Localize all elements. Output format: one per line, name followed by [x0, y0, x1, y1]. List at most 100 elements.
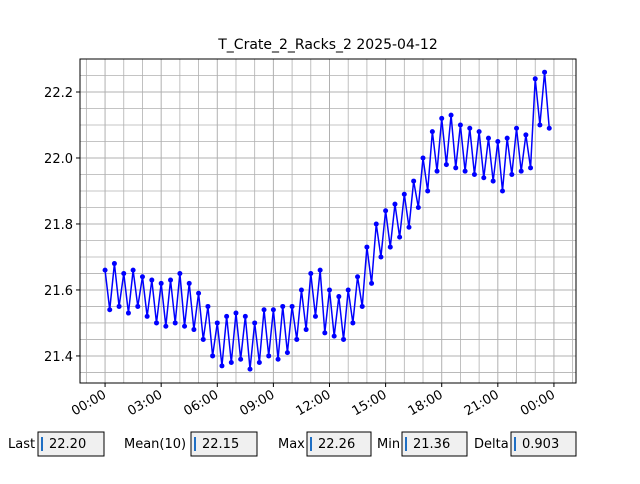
stat-field: 22.26: [306, 431, 372, 457]
point: [205, 303, 211, 309]
point: [242, 313, 248, 319]
point: [308, 270, 314, 276]
point: [298, 287, 304, 293]
point: [312, 313, 318, 319]
point: [425, 188, 431, 194]
stat-field: 0.903: [510, 431, 577, 457]
point: [228, 360, 234, 366]
point: [523, 132, 529, 138]
point: [102, 267, 108, 273]
point: [186, 280, 192, 286]
x-tick-label: 06:00: [181, 387, 221, 419]
stat-value: 22.15: [202, 437, 239, 452]
point: [420, 155, 426, 161]
point: [481, 175, 487, 181]
stat-value: 21.36: [413, 437, 450, 452]
point: [303, 327, 309, 333]
point: [135, 303, 141, 309]
x-tick-label: 00:00: [69, 387, 109, 419]
point: [542, 69, 548, 75]
point: [406, 224, 412, 230]
point: [168, 277, 174, 283]
stat-box: [306, 431, 372, 457]
point: [485, 135, 491, 141]
point: [429, 129, 435, 135]
point: [471, 171, 477, 177]
point: [121, 270, 127, 276]
point: [504, 135, 510, 141]
point: [153, 320, 159, 326]
point: [359, 303, 365, 309]
point: [266, 353, 272, 359]
stat-field: 22.20: [37, 431, 105, 457]
point: [350, 320, 356, 326]
point: [256, 360, 262, 366]
point: [518, 168, 524, 174]
point: [387, 244, 393, 250]
point: [411, 178, 417, 184]
point: [532, 76, 538, 82]
point: [397, 234, 403, 240]
point: [378, 254, 384, 260]
point: [439, 115, 445, 121]
point: [537, 122, 543, 128]
point: [495, 138, 501, 144]
point: [467, 125, 473, 131]
point: [392, 201, 398, 207]
point: [369, 280, 375, 286]
point: [172, 320, 178, 326]
point: [546, 125, 552, 131]
stat-label: Delta: [474, 437, 509, 452]
point: [341, 336, 347, 342]
y-tick-label: 21.6: [44, 284, 73, 299]
stat-label: Mean(10): [124, 437, 186, 452]
x-tick-label: 12:00: [294, 387, 334, 419]
point: [139, 274, 145, 280]
stat-value: 22.20: [49, 437, 86, 452]
point: [107, 307, 113, 313]
point: [252, 320, 258, 326]
point: [233, 310, 239, 316]
point: [177, 270, 183, 276]
point: [294, 336, 300, 342]
y-tick-label: 22.2: [44, 86, 73, 101]
stat-field: 22.15: [190, 431, 258, 457]
point: [219, 363, 225, 369]
stat-box: [190, 431, 258, 457]
point: [415, 204, 421, 210]
stat-value: 22.26: [318, 437, 355, 452]
stat-label: Max: [278, 437, 305, 452]
point: [317, 267, 323, 273]
point: [224, 313, 230, 319]
point: [453, 165, 459, 171]
point: [355, 274, 361, 280]
point: [238, 356, 244, 362]
point: [149, 277, 155, 283]
point: [383, 208, 389, 214]
point: [336, 294, 342, 300]
point: [499, 188, 505, 194]
point: [514, 125, 520, 131]
point: [270, 307, 276, 313]
point: [331, 333, 337, 339]
point: [457, 122, 463, 128]
x-tick-label: 00:00: [518, 387, 558, 419]
x-tick-label: 03:00: [125, 387, 165, 419]
y-tick-label: 21.8: [44, 218, 73, 233]
point: [448, 112, 454, 118]
point: [200, 336, 206, 342]
point: [261, 307, 267, 313]
point: [509, 171, 515, 177]
point: [182, 323, 188, 329]
stat-box: [401, 431, 468, 457]
point: [116, 303, 122, 309]
point: [345, 287, 351, 293]
point: [528, 165, 534, 171]
point: [111, 261, 117, 267]
x-tick-label: 09:00: [237, 387, 277, 419]
y-tick-label: 21.4: [44, 350, 73, 365]
series-line: [104, 72, 551, 370]
stat-field: 21.36: [401, 431, 468, 457]
